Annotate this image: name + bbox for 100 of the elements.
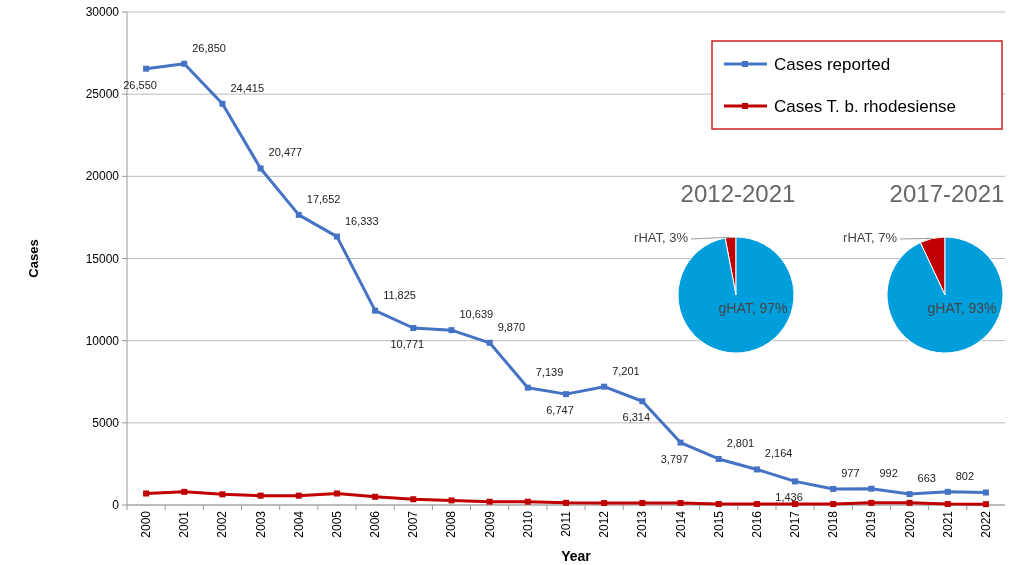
legend-label: Cases T. b. rhodesiense (774, 97, 957, 116)
point (295, 492, 302, 499)
data-label: 9,870 (497, 320, 526, 333)
point (830, 485, 837, 492)
x-tick-label: 2008 (444, 510, 459, 538)
data-label: 20,477 (268, 146, 303, 159)
point (486, 498, 493, 505)
y-axis-title: Cases (26, 239, 41, 278)
data-label: 24,415 (230, 81, 265, 94)
point (181, 488, 188, 495)
y-tick-label: 25000 (85, 87, 120, 102)
x-tick-label: 2014 (673, 510, 688, 538)
point (868, 485, 875, 492)
x-tick-label: 2005 (329, 510, 344, 538)
x-tick-label: 2006 (368, 510, 383, 538)
legend-label: Cases reported (774, 55, 891, 74)
point (257, 165, 264, 172)
point (333, 233, 340, 240)
point (868, 499, 875, 506)
x-tick-label: 2016 (749, 510, 764, 538)
point (753, 501, 760, 508)
point (257, 492, 264, 499)
x-tick-label: 2004 (291, 510, 306, 538)
x-tick-label: 2020 (902, 510, 917, 538)
point (524, 498, 531, 505)
point (677, 439, 684, 446)
x-tick-label: 2010 (520, 510, 535, 538)
data-label: 26,850 (192, 41, 226, 54)
slice-label: rHAT, 7% (843, 230, 898, 245)
y-tick-label: 30000 (85, 5, 120, 19)
x-tick-label: 2015 (711, 510, 726, 538)
data-label: 11,825 (383, 288, 416, 301)
chart-title: 2017-2021 (889, 180, 1005, 207)
data-label: 802 (955, 469, 975, 482)
chart-title: 2012-2021 (680, 180, 796, 207)
point (830, 501, 837, 508)
point (372, 307, 379, 314)
data-label: 26,550 (123, 78, 157, 91)
point (333, 490, 340, 497)
point (944, 488, 951, 495)
data-label: 6,747 (546, 404, 574, 417)
point (563, 499, 569, 506)
point (982, 489, 989, 496)
data-label: 7,139 (535, 365, 564, 378)
x-tick-label: 2012 (597, 510, 612, 538)
point (715, 455, 722, 462)
data-label: 992 (879, 466, 898, 479)
data-label: 3,797 (660, 452, 689, 465)
x-tick-label: 2011 (559, 510, 573, 537)
point (792, 478, 799, 485)
y-tick-label: 5000 (92, 415, 120, 430)
x-tick-label: 2000 (139, 510, 154, 538)
x-tick-label: 2019 (864, 510, 879, 538)
slice-label: rHAT, 3% (634, 230, 689, 245)
x-tick-label: 2022 (978, 510, 993, 538)
data-label: 2,801 (726, 436, 755, 449)
point (906, 499, 913, 506)
point (639, 500, 646, 507)
x-tick-label: 2017 (788, 510, 803, 538)
x-tick-label: 2018 (826, 510, 841, 538)
point (753, 466, 760, 473)
data-label: 10,639 (459, 308, 494, 321)
point (563, 391, 569, 398)
point (677, 500, 684, 507)
y-tick-label: 10000 (85, 333, 120, 348)
point (448, 497, 455, 504)
data-label: 6,314 (622, 411, 651, 424)
point (372, 493, 379, 500)
point (601, 383, 608, 390)
point (219, 491, 226, 498)
y-tick-label: 0 (112, 498, 120, 512)
slice-label: gHAT, 97% (718, 300, 788, 316)
data-label: 7,201 (612, 364, 640, 377)
point (410, 325, 417, 331)
data-label: 10,771 (390, 338, 425, 350)
point (906, 491, 913, 498)
x-tick-label: 2013 (635, 510, 650, 538)
point (143, 65, 150, 72)
point (448, 327, 455, 334)
x-axis-title: Year (561, 548, 592, 564)
x-tick-label: 2009 (482, 510, 497, 538)
data-label: 17,652 (306, 192, 341, 205)
point (639, 398, 646, 405)
point (524, 384, 531, 391)
x-tick-label: 2001 (177, 510, 192, 538)
point (715, 501, 722, 508)
point (219, 100, 226, 107)
data-label: 16,333 (344, 214, 379, 227)
data-label: 663 (917, 472, 936, 485)
x-tick-label: 2002 (215, 510, 230, 538)
x-tick-label: 2003 (253, 510, 268, 538)
point (486, 339, 493, 346)
data-label: 2,164 (764, 447, 793, 460)
point (295, 211, 302, 218)
point (944, 501, 951, 508)
point (601, 500, 608, 507)
y-tick-label: 20000 (85, 169, 120, 184)
slice-label: gHAT, 93% (927, 300, 997, 316)
point (982, 501, 989, 508)
x-tick-label: 2021 (940, 510, 955, 538)
